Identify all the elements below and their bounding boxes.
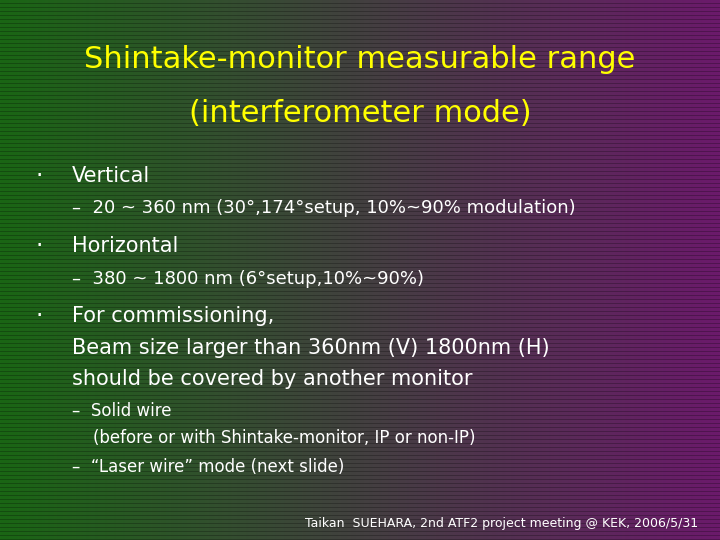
Text: –  380 ~ 1800 nm (6°setup,10%~90%): – 380 ~ 1800 nm (6°setup,10%~90%) [72, 270, 424, 288]
Text: –  “Laser wire” mode (next slide): – “Laser wire” mode (next slide) [72, 458, 344, 476]
Text: (before or with Shintake-monitor, IP or non-IP): (before or with Shintake-monitor, IP or … [72, 429, 475, 448]
Text: –  20 ~ 360 nm (30°,174°setup, 10%~90% modulation): – 20 ~ 360 nm (30°,174°setup, 10%~90% mo… [72, 199, 575, 217]
Text: For commissioning,: For commissioning, [72, 306, 274, 326]
Text: Beam size larger than 360nm (V) 1800nm (H): Beam size larger than 360nm (V) 1800nm (… [72, 338, 549, 359]
Text: –  Solid wire: – Solid wire [72, 402, 171, 421]
Text: Taikan  SUEHARA, 2nd ATF2 project meeting @ KEK, 2006/5/31: Taikan SUEHARA, 2nd ATF2 project meeting… [305, 517, 698, 530]
Text: ·: · [36, 234, 43, 258]
Text: ·: · [36, 304, 43, 328]
Text: Vertical: Vertical [72, 165, 150, 186]
Text: should be covered by another monitor: should be covered by another monitor [72, 369, 472, 389]
Text: Shintake-monitor measurable range: Shintake-monitor measurable range [84, 45, 636, 74]
Text: Horizontal: Horizontal [72, 235, 179, 256]
Text: ·: · [36, 164, 43, 187]
Text: (interferometer mode): (interferometer mode) [189, 99, 531, 128]
